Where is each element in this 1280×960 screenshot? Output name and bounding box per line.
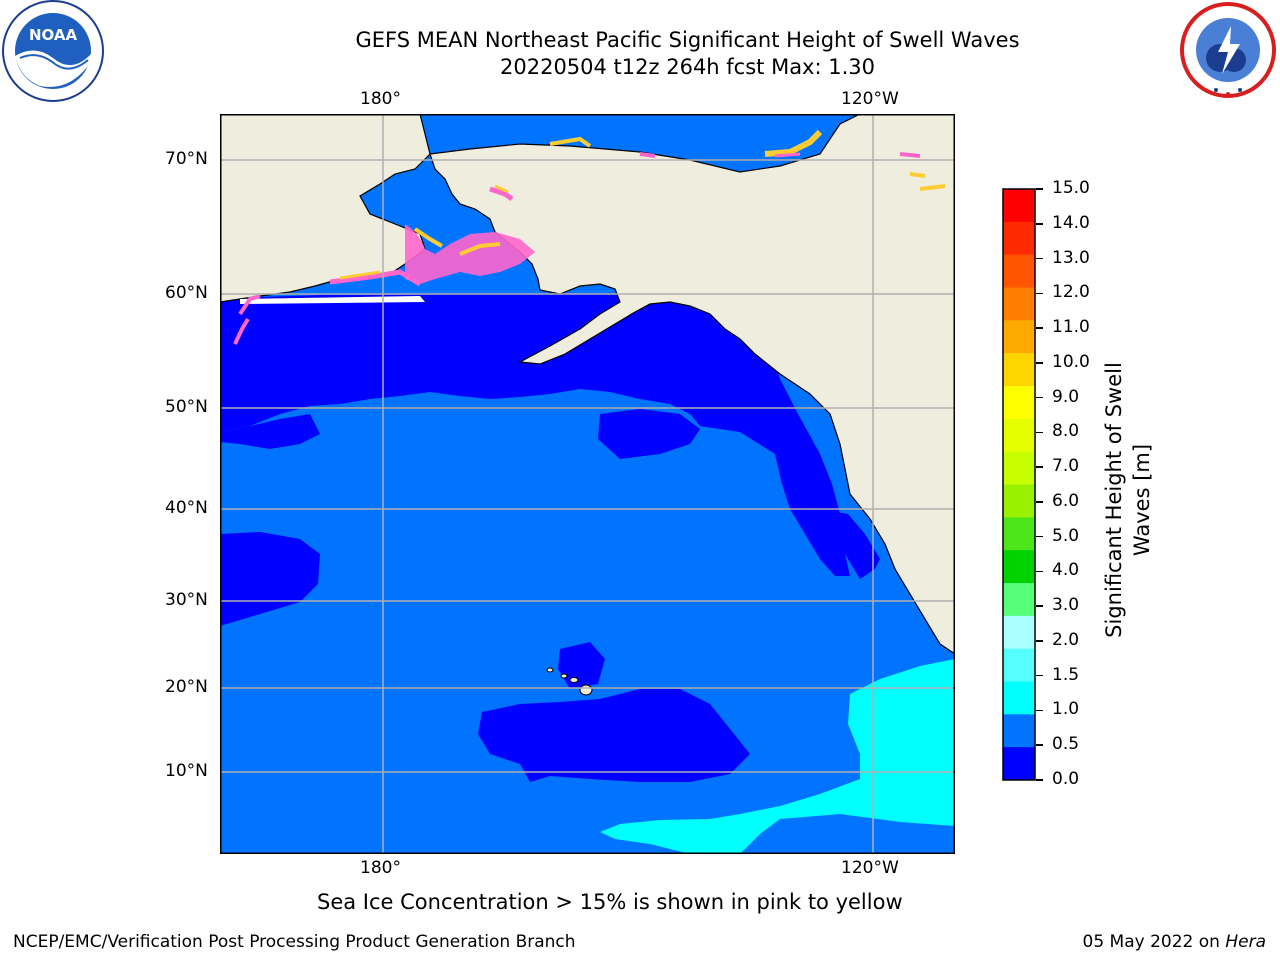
- colorbar-swatch: [1003, 714, 1035, 748]
- colorbar-tick-label: 1.5: [1052, 664, 1080, 685]
- colorbar-title-line2: Waves [m]: [1130, 443, 1154, 557]
- colorbar-tick: [1036, 188, 1043, 190]
- map-gridlines: [220, 114, 955, 854]
- colorbar-tick: [1036, 674, 1043, 677]
- colorbar-swatch: [1003, 648, 1035, 682]
- colorbar-swatch: [1003, 583, 1035, 617]
- colorbar-swatch: [1003, 320, 1035, 354]
- colorbar-tick: [1036, 257, 1043, 260]
- colorbar-swatch: [1003, 386, 1035, 420]
- colorbar-tick-label: 2.0: [1052, 629, 1080, 650]
- colorbar-swatch: [1003, 484, 1035, 518]
- noaa-logo-text: NOAA: [29, 26, 78, 44]
- colorbar-tick-label: 1.0: [1052, 699, 1080, 720]
- nws-logo-icon: [1180, 2, 1276, 98]
- colorbar-tick-label: 6.0: [1052, 490, 1080, 511]
- footer-date: 05 May 2022 on Hera: [1083, 932, 1267, 952]
- colorbar-tick: [1036, 779, 1043, 781]
- colorbar-tick-label: 7.0: [1052, 456, 1080, 477]
- swell-low-west-50n: [220, 414, 320, 449]
- colorbar-swatch: [1003, 353, 1035, 387]
- colorbar-tick: [1036, 535, 1043, 538]
- lon-tick-top-180: 180°: [360, 89, 401, 109]
- colorbar-title: Significant Height of Swell Waves [m]: [1100, 360, 1160, 640]
- colorbar-tick-label: 9.0: [1052, 386, 1080, 407]
- footer-machine: Hera: [1225, 932, 1266, 952]
- swell-low-california: [820, 509, 880, 579]
- colorbar-swatch: [1003, 287, 1035, 321]
- colorbar-tick: [1036, 431, 1043, 434]
- colorbar-swatch: [1003, 517, 1035, 551]
- colorbar-tick-label: 10.0: [1052, 351, 1090, 372]
- colorbar-tick: [1036, 570, 1043, 573]
- colorbar-tick-label: 4.0: [1052, 560, 1080, 581]
- colorbar-swatch: [1003, 550, 1035, 584]
- lon-tick-top-120w: 120°W: [841, 89, 899, 109]
- swell-low-hawaii: [558, 642, 605, 689]
- colorbar: [1002, 188, 1036, 781]
- lat-tick-10n: 10°N: [165, 761, 208, 781]
- colorbar-swatch: [1003, 451, 1035, 485]
- sea-ice-caption: Sea Ice Concentration > 15% is shown in …: [317, 890, 903, 914]
- map-frame: [220, 114, 955, 854]
- lat-tick-20n: 20°N: [165, 677, 208, 697]
- colorbar-tick-label: 8.0: [1052, 421, 1080, 442]
- colorbar-swatch: [1003, 747, 1035, 781]
- swell-high-cyan: [600, 659, 955, 854]
- colorbar-tick-label: 0.5: [1052, 734, 1080, 755]
- lon-tick-bottom-180: 180°: [360, 858, 401, 878]
- noaa-logo-icon: NOAA: [2, 0, 104, 102]
- bering-edge: [240, 296, 425, 304]
- chart-subtitle: 20220504 t12z 264h fcst Max: 1.30: [500, 55, 875, 79]
- colorbar-tick-label: 15.0: [1052, 178, 1090, 198]
- colorbar-tick-label: 0.0: [1052, 769, 1080, 789]
- chart-title: GEFS MEAN Northeast Pacific Significant …: [355, 28, 1020, 52]
- colorbar-swatch: [1003, 221, 1035, 256]
- colorbar-tick-label: 14.0: [1052, 212, 1090, 233]
- colorbar-tick: [1036, 396, 1043, 399]
- swell-low-north: [220, 294, 850, 576]
- colorbar-tick: [1036, 709, 1043, 712]
- colorbar-tick: [1036, 466, 1043, 468]
- colorbar-swatch: [1003, 418, 1035, 453]
- swell-low-south: [478, 689, 750, 782]
- colorbar-tick: [1036, 744, 1043, 746]
- colorbar-tick-label: 5.0: [1052, 525, 1080, 546]
- colorbar-tick: [1036, 327, 1043, 329]
- lat-tick-70n: 70°N: [165, 149, 208, 169]
- swell-mid-patch-south: [740, 814, 955, 854]
- lon-tick-bottom-120w: 120°W: [841, 858, 899, 878]
- lat-tick-30n: 30°N: [165, 590, 208, 610]
- colorbar-tick-label: 3.0: [1052, 595, 1080, 616]
- colorbar-swatch: [1003, 615, 1035, 650]
- noaa-logo: NOAA: [0, 0, 106, 104]
- footer-date-text: 05 May 2022 on: [1082, 932, 1226, 952]
- colorbar-tick-label: 13.0: [1052, 247, 1090, 268]
- colorbar-swatch: [1003, 254, 1035, 288]
- footer-credit: NCEP/EMC/Verification Post Processing Pr…: [13, 932, 576, 952]
- sea-ice-overlay: [233, 129, 946, 345]
- colorbar-tick: [1036, 362, 1043, 364]
- lat-tick-60n: 60°N: [165, 283, 208, 303]
- lat-tick-50n: 50°N: [165, 397, 208, 417]
- colorbar-tick: [1036, 605, 1043, 607]
- lat-tick-40n: 40°N: [165, 498, 208, 518]
- colorbar-title-wrap: Significant Height of Swell Waves [m]: [990, 362, 1270, 638]
- colorbar-tick: [1036, 223, 1043, 225]
- nws-logo: [1176, 0, 1280, 104]
- colorbar-swatch: [1003, 189, 1035, 223]
- colorbar-tick: [1036, 501, 1043, 503]
- colorbar-tick: [1036, 640, 1043, 642]
- colorbar-title-line1: Significant Height of Swell: [1102, 362, 1126, 638]
- swell-low-west: [220, 532, 320, 626]
- colorbar-tick-label: 11.0: [1052, 317, 1090, 338]
- map-panel: [220, 114, 955, 854]
- colorbar-tick: [1036, 292, 1043, 295]
- colorbar-frame: [1002, 188, 1036, 781]
- swell-low-gulf: [598, 409, 700, 459]
- colorbar-tick-label: 12.0: [1052, 282, 1090, 303]
- colorbar-swatch: [1003, 681, 1035, 715]
